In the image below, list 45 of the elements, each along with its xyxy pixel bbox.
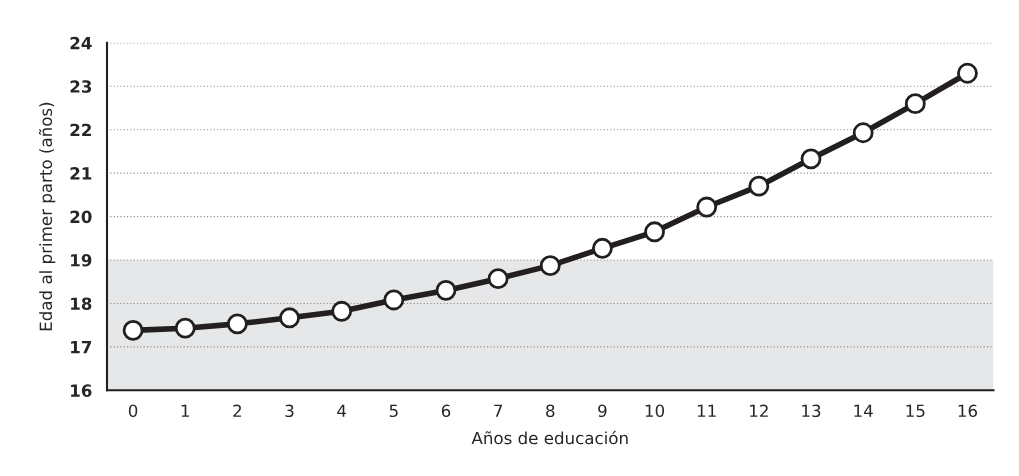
x-tick-label: 5 — [389, 404, 398, 418]
x-axis-title: Años de educación — [471, 430, 628, 445]
point — [591, 237, 613, 259]
x-tick-label: 8 — [546, 404, 555, 418]
x-tick-label: 4 — [337, 404, 347, 417]
x-tick-label: 3 — [285, 404, 294, 418]
y-axis-title: Edad al primer parto (años) — [38, 102, 56, 331]
point — [957, 62, 978, 84]
x-tick-label: 16 — [958, 404, 978, 418]
x-tick-label: 10 — [645, 404, 665, 418]
x-tick-label: 13 — [802, 404, 821, 418]
point — [174, 317, 196, 339]
point — [800, 148, 822, 170]
y-tick-label: 16 — [71, 384, 92, 397]
x-tick-label: 7 — [494, 404, 502, 417]
point — [748, 175, 770, 197]
point — [904, 93, 926, 115]
y-tick-label: 18 — [71, 297, 92, 311]
y-tick-label: 23 — [70, 80, 92, 93]
point — [226, 313, 248, 335]
point — [644, 221, 665, 243]
x-tick-label: 11 — [697, 404, 716, 417]
point — [383, 289, 405, 311]
x-tick-label: 6 — [441, 404, 451, 418]
point — [487, 268, 509, 290]
x-tick-label: 0 — [128, 404, 138, 418]
point — [852, 122, 874, 144]
x-tick-label: 14 — [854, 404, 873, 417]
point — [279, 307, 300, 329]
y-tick-label: 17 — [71, 341, 92, 354]
x-tick-label: 1 — [181, 404, 189, 417]
point — [696, 196, 718, 218]
point — [539, 255, 561, 277]
y-tick-label: 20 — [70, 210, 92, 224]
point — [122, 319, 144, 341]
y-tick-label: 22 — [70, 123, 91, 137]
y-tick-label: 24 — [70, 36, 92, 50]
x-tick-label: 12 — [750, 404, 768, 417]
x-tick-label: 15 — [906, 404, 925, 418]
point — [331, 300, 353, 322]
point — [435, 280, 457, 301]
x-tick-label: 2 — [233, 404, 241, 417]
y-tick-label: 21 — [70, 167, 92, 180]
x-tick-label: 9 — [598, 404, 607, 418]
y-tick-label: 19 — [71, 253, 92, 267]
